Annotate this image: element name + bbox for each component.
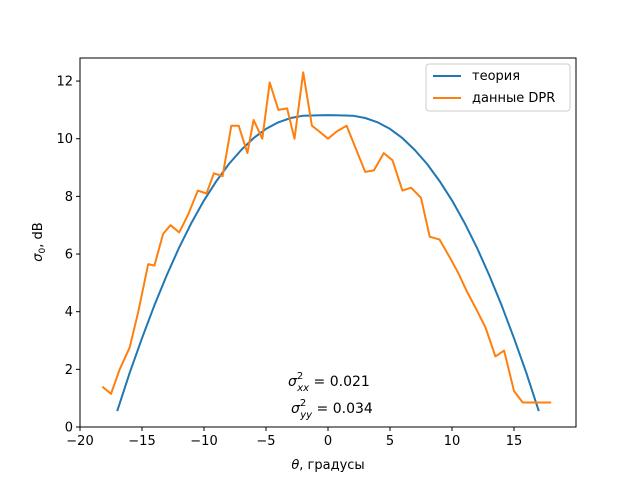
series-line-dpr — [101, 71, 552, 404]
y-axis-label-sub: 0 — [38, 247, 48, 253]
y-tick-label: 12 — [56, 75, 73, 90]
x-tick-label: 15 — [506, 434, 523, 449]
y-tick-label: 2 — [65, 363, 73, 378]
legend: теория данные DPR — [425, 63, 571, 112]
y-tick-label: 6 — [65, 248, 73, 263]
legend-label-dpr: данные DPR — [472, 91, 555, 106]
y-tick-label: 8 — [65, 190, 73, 205]
annotation-sigma-xx-symbol: σ — [288, 374, 298, 390]
y-axis-label-symbol: σ — [31, 253, 46, 262]
series-line-theory — [116, 114, 540, 412]
annotation-sigma-yy-sub: yy — [299, 410, 313, 421]
plot-area — [79, 57, 577, 428]
annotation-sigma-xx-sup: 2 — [297, 371, 303, 382]
annotation-sigma-xx: σ2 xx = 0.021 — [288, 371, 370, 394]
x-tick-label: 10 — [444, 434, 461, 449]
x-tick-label: −20 — [66, 434, 93, 449]
y-axis-ticks: 0 2 4 6 8 10 12 — [56, 75, 80, 436]
y-tick-label: 10 — [56, 132, 73, 147]
y-axis-label-text: , dB — [31, 222, 46, 247]
series-lines — [101, 71, 552, 412]
x-tick-label: 5 — [386, 434, 394, 449]
legend-box — [425, 63, 571, 112]
legend-label-theory: теория — [472, 69, 520, 84]
y-tick-label: 4 — [65, 305, 73, 320]
annotation-sigma-yy-value: = 0.034 — [312, 401, 373, 417]
x-axis-label-text: , градусы — [299, 458, 364, 473]
annotation-sigma-yy-sup: 2 — [300, 398, 306, 409]
x-tick-label: −15 — [128, 434, 155, 449]
x-tick-label: 0 — [324, 434, 332, 449]
x-axis-label-symbol: θ — [291, 458, 299, 473]
annotation-sigma-xx-sub: xx — [296, 383, 309, 394]
annotation-sigma-xx-value: = 0.021 — [309, 374, 370, 390]
x-tick-label: −10 — [190, 434, 217, 449]
x-axis-label: θ, градусы — [291, 458, 364, 473]
y-tick-label: 0 — [65, 421, 73, 436]
annotation-sigma-yy: σ2 yy = 0.034 — [291, 398, 373, 421]
x-axis-ticks: −20 −15 −10 −5 0 5 10 15 — [66, 427, 522, 449]
y-axis-label: σ0, dB — [31, 222, 48, 261]
annotation-sigma-yy-symbol: σ — [291, 401, 301, 417]
x-tick-label: −5 — [256, 434, 275, 449]
